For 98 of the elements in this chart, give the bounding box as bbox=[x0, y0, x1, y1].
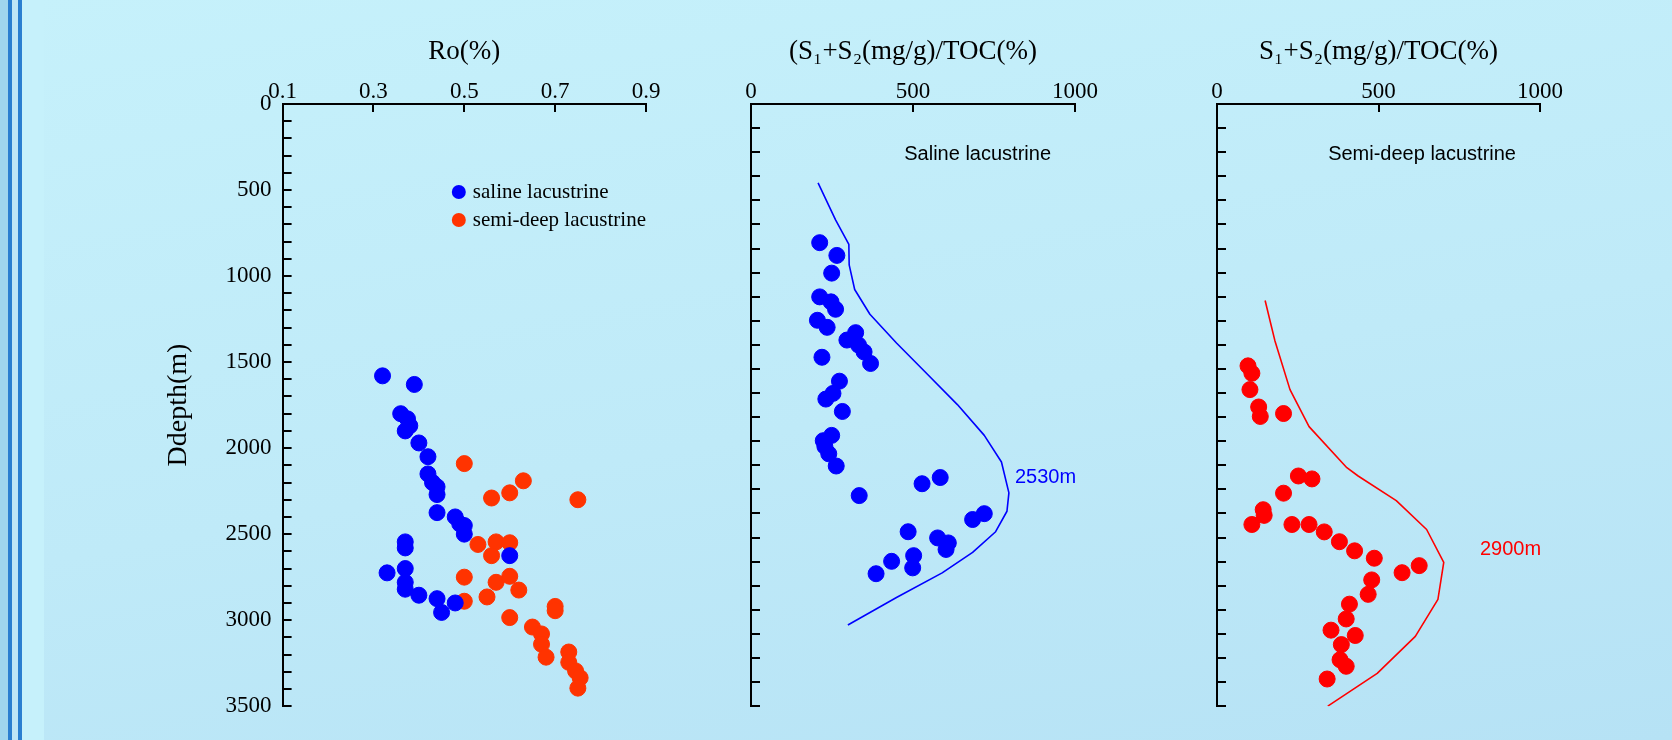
point bbox=[931, 469, 949, 487]
x-tick-label: 500 bbox=[1361, 78, 1396, 104]
point bbox=[514, 472, 532, 490]
point bbox=[975, 505, 993, 523]
point bbox=[883, 552, 901, 570]
x-tick-label: 0.9 bbox=[631, 78, 661, 104]
x-tick-label: 0 bbox=[745, 78, 757, 104]
point bbox=[446, 594, 464, 612]
point bbox=[817, 390, 835, 408]
point bbox=[569, 491, 587, 509]
annotation: 2900m bbox=[1480, 537, 1542, 560]
point bbox=[478, 588, 496, 606]
x-tick-label: 1000 bbox=[1052, 78, 1098, 104]
x-axis-title: (S₁+S₂(mg/g)/TOC(%) bbox=[788, 35, 1038, 66]
point bbox=[1275, 484, 1293, 502]
point bbox=[1289, 467, 1307, 485]
x-axis-title: S₁+S₂(mg/g)/TOC(%) bbox=[1258, 35, 1499, 66]
point bbox=[569, 679, 587, 697]
point bbox=[405, 375, 423, 393]
point bbox=[813, 348, 831, 366]
point bbox=[1275, 405, 1293, 423]
point bbox=[828, 246, 846, 264]
point bbox=[833, 402, 851, 420]
y-tick-label: 500 bbox=[237, 176, 272, 202]
point bbox=[1243, 516, 1261, 534]
legend-label: semi-deep lacustrine bbox=[472, 206, 647, 231]
point bbox=[899, 523, 917, 541]
point bbox=[483, 547, 501, 565]
point bbox=[913, 475, 931, 493]
point bbox=[410, 586, 428, 604]
point bbox=[867, 565, 885, 583]
point bbox=[850, 487, 868, 505]
x-tick-label: 0.5 bbox=[449, 78, 479, 104]
point bbox=[1283, 516, 1301, 534]
y-axis-title: Ddepth(m) bbox=[161, 343, 193, 467]
point bbox=[428, 504, 446, 522]
point bbox=[501, 609, 519, 627]
point bbox=[374, 367, 392, 385]
point bbox=[501, 484, 519, 502]
point bbox=[1363, 571, 1381, 589]
point bbox=[820, 445, 838, 463]
point bbox=[1241, 381, 1259, 399]
point bbox=[1365, 549, 1383, 567]
point bbox=[1340, 595, 1358, 613]
x-tick-label: 500 bbox=[895, 78, 931, 104]
point bbox=[1337, 610, 1355, 628]
point bbox=[1346, 542, 1364, 560]
x-tick-label: 0.7 bbox=[540, 78, 570, 104]
annotation: 2530m bbox=[1015, 464, 1077, 487]
y-tick-label: 3500 bbox=[225, 692, 272, 718]
annotation: Saline lacustrine bbox=[904, 141, 1051, 164]
y-tick-label: 1000 bbox=[225, 262, 272, 288]
y-tick-label: 2500 bbox=[225, 520, 272, 546]
point bbox=[428, 590, 446, 608]
point bbox=[455, 568, 473, 586]
x-tick-label: 0 bbox=[1211, 78, 1223, 104]
point bbox=[830, 372, 848, 390]
point bbox=[1410, 557, 1428, 575]
point bbox=[1322, 621, 1340, 639]
point bbox=[823, 264, 841, 282]
point bbox=[501, 567, 519, 585]
point bbox=[1315, 523, 1333, 541]
point bbox=[378, 564, 396, 582]
y-tick-label: 1500 bbox=[225, 348, 272, 374]
point bbox=[433, 603, 451, 621]
y-tick-label: 2000 bbox=[225, 434, 272, 460]
point bbox=[1330, 533, 1348, 551]
point bbox=[811, 234, 829, 252]
point bbox=[469, 535, 487, 553]
y-tick-label: 3000 bbox=[225, 606, 272, 632]
point bbox=[501, 547, 519, 565]
point bbox=[396, 422, 414, 440]
x-tick-label: 0.3 bbox=[359, 78, 388, 104]
point bbox=[1332, 636, 1350, 654]
point bbox=[1337, 657, 1355, 675]
point bbox=[827, 457, 845, 475]
x-axis-title: Ro(%) bbox=[428, 35, 501, 66]
point bbox=[1346, 626, 1364, 644]
point bbox=[904, 559, 922, 577]
point bbox=[419, 448, 437, 466]
point bbox=[510, 581, 528, 599]
point bbox=[1359, 585, 1377, 603]
point bbox=[818, 318, 836, 336]
point bbox=[862, 354, 880, 372]
point bbox=[537, 648, 555, 666]
annotation: Semi-deep lacustrine bbox=[1328, 141, 1516, 164]
point bbox=[410, 434, 428, 452]
point bbox=[483, 489, 501, 507]
point bbox=[827, 300, 845, 318]
point bbox=[1318, 670, 1336, 688]
point bbox=[1393, 564, 1411, 582]
point bbox=[455, 455, 473, 473]
point bbox=[1243, 364, 1261, 382]
point bbox=[1303, 470, 1321, 488]
point bbox=[487, 573, 505, 591]
legend-label: saline lacustrine bbox=[472, 178, 609, 203]
x-tick-label: 1000 bbox=[1517, 78, 1563, 104]
point bbox=[1300, 516, 1318, 534]
